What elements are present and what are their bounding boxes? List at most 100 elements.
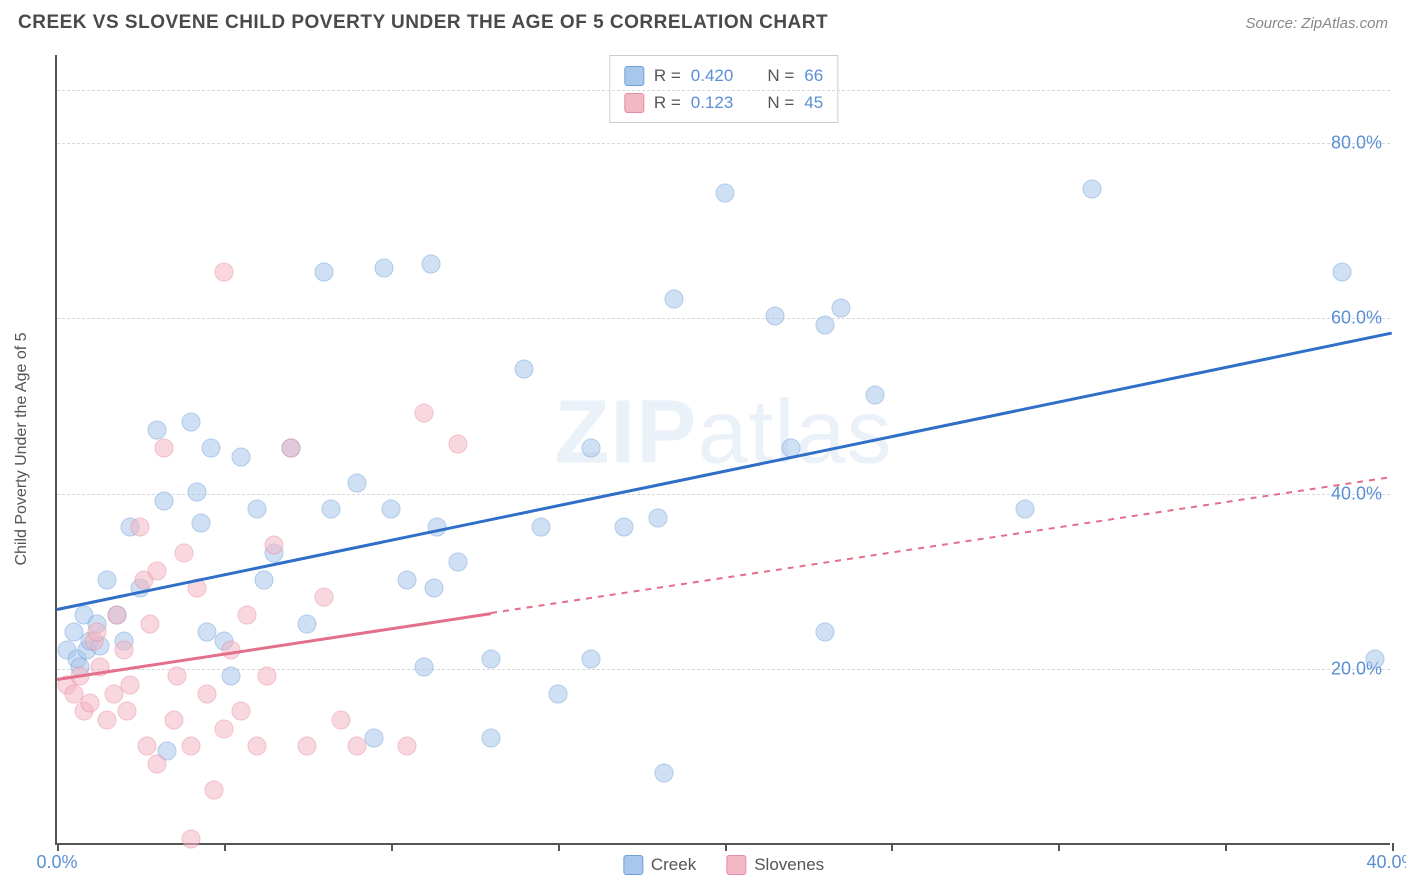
x-tick [725, 843, 727, 851]
scatter-point [258, 667, 277, 686]
trend-line [57, 332, 1393, 611]
scatter-point [188, 482, 207, 501]
scatter-point [214, 719, 233, 738]
scatter-point [201, 439, 220, 458]
scatter-point [231, 702, 250, 721]
scatter-point [448, 434, 467, 453]
scatter-point [264, 535, 283, 554]
chart-plot-area: ZIPatlas Child Poverty Under the Age of … [55, 55, 1390, 845]
x-tick [1058, 843, 1060, 851]
scatter-point [425, 579, 444, 598]
scatter-point [1332, 263, 1351, 282]
scatter-point [141, 614, 160, 633]
scatter-point [131, 518, 150, 537]
legend-swatch [623, 855, 643, 875]
scatter-point [154, 439, 173, 458]
scatter-point [148, 421, 167, 440]
scatter-point [181, 737, 200, 756]
scatter-point [148, 755, 167, 774]
scatter-point [865, 386, 884, 405]
scatter-point [665, 289, 684, 308]
scatter-point [582, 439, 601, 458]
scatter-point [114, 640, 133, 659]
y-tick-label: 80.0% [1331, 132, 1382, 153]
scatter-point [88, 623, 107, 642]
series-legend-item: Creek [623, 855, 696, 875]
scatter-point [515, 360, 534, 379]
chart-title: CREEK VS SLOVENE CHILD POVERTY UNDER THE… [18, 12, 828, 34]
scatter-point [221, 667, 240, 686]
scatter-point [315, 263, 334, 282]
scatter-point [298, 614, 317, 633]
n-value: 45 [804, 89, 823, 116]
grid-line [57, 318, 1390, 319]
scatter-point [248, 737, 267, 756]
x-tick [57, 843, 59, 851]
scatter-point [331, 711, 350, 730]
grid-line [57, 90, 1390, 91]
scatter-point [648, 509, 667, 528]
scatter-point [108, 605, 127, 624]
stats-legend-row: R = 0.123N = 45 [624, 89, 823, 116]
scatter-point [365, 728, 384, 747]
scatter-point [832, 298, 851, 317]
series-label: Creek [651, 855, 696, 875]
scatter-point [168, 667, 187, 686]
scatter-point [582, 649, 601, 668]
scatter-point [315, 588, 334, 607]
scatter-point [118, 702, 137, 721]
scatter-point [1015, 500, 1034, 519]
x-tick [391, 843, 393, 851]
scatter-point [548, 684, 567, 703]
scatter-point [98, 570, 117, 589]
scatter-point [154, 491, 173, 510]
x-tick [1225, 843, 1227, 851]
scatter-point [1366, 649, 1385, 668]
scatter-point [375, 259, 394, 278]
scatter-point [254, 570, 273, 589]
scatter-point [281, 439, 300, 458]
y-tick-label: 60.0% [1331, 308, 1382, 329]
legend-swatch [624, 66, 644, 86]
series-label: Slovenes [754, 855, 824, 875]
scatter-point [138, 737, 157, 756]
scatter-point [214, 263, 233, 282]
scatter-point [204, 781, 223, 800]
scatter-point [81, 693, 100, 712]
scatter-point [298, 737, 317, 756]
scatter-point [348, 737, 367, 756]
x-tick-label: 40.0% [1366, 852, 1406, 873]
scatter-point [98, 711, 117, 730]
r-value: 0.420 [691, 62, 734, 89]
scatter-point [531, 518, 550, 537]
x-tick [1392, 843, 1394, 851]
source-label: Source: ZipAtlas.com [1245, 15, 1388, 32]
scatter-point [421, 254, 440, 273]
scatter-point [715, 184, 734, 203]
scatter-point [398, 737, 417, 756]
scatter-point [481, 728, 500, 747]
x-tick [891, 843, 893, 851]
series-legend-item: Slovenes [726, 855, 824, 875]
grid-line [57, 494, 1390, 495]
series-legend: Creek Slovenes [623, 855, 824, 875]
x-tick [224, 843, 226, 851]
scatter-point [321, 500, 340, 519]
scatter-point [481, 649, 500, 668]
r-value: 0.123 [691, 89, 734, 116]
scatter-point [815, 623, 834, 642]
scatter-point [231, 447, 250, 466]
scatter-point [815, 316, 834, 335]
scatter-point [148, 561, 167, 580]
scatter-point [398, 570, 417, 589]
grid-line [57, 669, 1390, 670]
scatter-point [655, 763, 674, 782]
n-value: 66 [804, 62, 823, 89]
scatter-point [765, 307, 784, 326]
stats-legend-row: R = 0.420N = 66 [624, 62, 823, 89]
scatter-point [191, 513, 210, 532]
scatter-point [348, 474, 367, 493]
legend-swatch [624, 93, 644, 113]
y-axis-title: Child Poverty Under the Age of 5 [13, 332, 31, 565]
trend-line [491, 476, 1392, 614]
